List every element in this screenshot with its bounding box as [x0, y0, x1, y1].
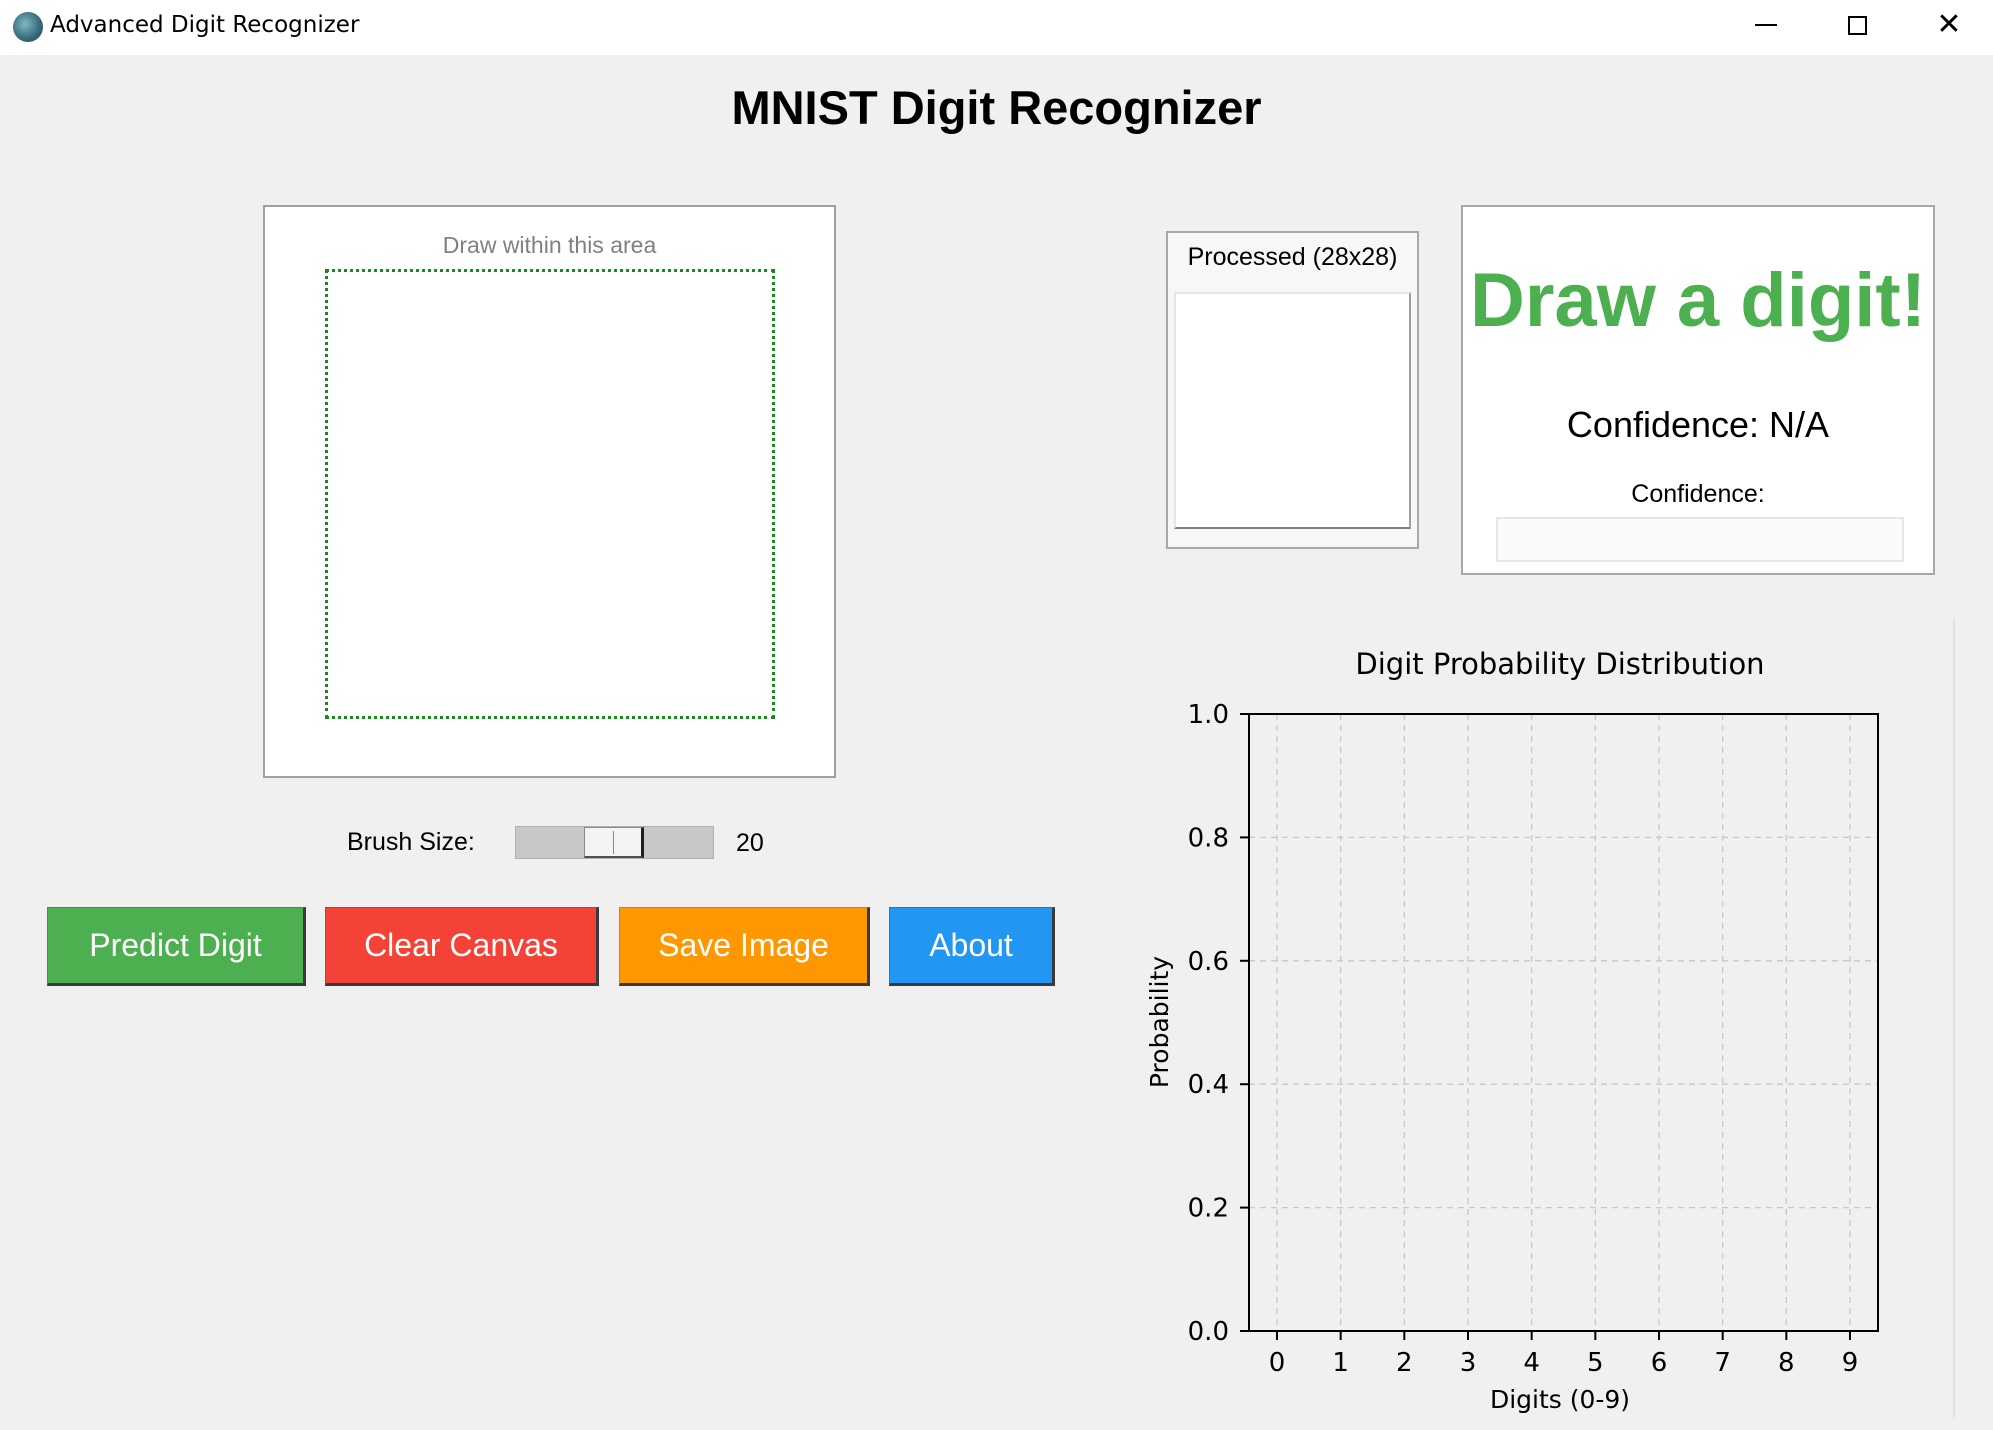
prediction-text: Draw a digit! [1469, 258, 1927, 343]
brush-size-label: Brush Size: [347, 828, 475, 856]
about-button[interactable]: About [889, 907, 1055, 986]
x-tick-label: 1 [1332, 1348, 1349, 1378]
x-tick-label: 9 [1842, 1348, 1859, 1378]
page-title: MNIST Digit Recognizer [731, 81, 1262, 134]
x-tick-label: 6 [1651, 1348, 1668, 1378]
processed-preview-panel: Processed (28x28) [1166, 231, 1419, 549]
draw-area-guide[interactable] [325, 269, 775, 719]
slider-thumb[interactable] [584, 827, 644, 858]
processed-image [1174, 292, 1411, 529]
y-tick-label: 0.8 [1188, 823, 1229, 853]
x-tick-label: 8 [1778, 1348, 1795, 1378]
confidence-progress-bar [1496, 517, 1904, 562]
chart-title: Digit Probability Distribution [1355, 647, 1764, 681]
processed-label: Processed (28x28) [1187, 243, 1398, 271]
maximize-icon [1847, 15, 1867, 35]
confidence-label: Confidence: [1631, 480, 1765, 508]
x-tick-label: 2 [1396, 1348, 1413, 1378]
canvas-surface[interactable]: Draw within this area [273, 215, 826, 768]
x-tick-label: 7 [1714, 1348, 1731, 1378]
chart-grid [1249, 713, 1878, 1332]
x-axis-label: Digits (0-9) [1490, 1385, 1630, 1414]
x-tick-label: 4 [1523, 1348, 1540, 1378]
confidence-text: Confidence: N/A [1566, 404, 1830, 445]
y-tick-label: 0.0 [1188, 1317, 1229, 1347]
x-tick-label: 5 [1587, 1348, 1604, 1378]
y-tick-label: 0.2 [1188, 1194, 1229, 1224]
plot-frame [1248, 713, 1879, 1332]
close-button[interactable]: ✕ [1903, 0, 1993, 50]
x-tick-label: 0 [1269, 1348, 1286, 1378]
y-tick-label: 0.4 [1188, 1070, 1229, 1100]
app-icon [13, 12, 43, 42]
y-tick-label: 1.0 [1188, 700, 1229, 730]
brush-size-value: 20 [736, 829, 764, 857]
x-axis: 0 1 2 3 4 5 6 7 8 9 [1269, 1331, 1859, 1378]
minimize-icon [1755, 24, 1777, 26]
window-title: Advanced Digit Recognizer [50, 12, 360, 38]
close-icon: ✕ [1936, 7, 1962, 42]
save-image-button[interactable]: Save Image [619, 907, 870, 986]
chart-divider [1953, 618, 1955, 1418]
minimize-button[interactable] [1720, 0, 1812, 50]
canvas-hint: Draw within this area [442, 232, 657, 258]
y-tick-label: 0.6 [1188, 947, 1229, 977]
brush-size-slider[interactable] [515, 826, 714, 859]
clear-canvas-button[interactable]: Clear Canvas [325, 907, 599, 986]
title-bar: Advanced Digit Recognizer ✕ [0, 0, 1993, 55]
y-axis: 0.0 0.2 0.4 0.6 0.8 1.0 [1188, 700, 1249, 1347]
predict-digit-button[interactable]: Predict Digit [47, 907, 306, 986]
y-axis-label: Probability [1145, 956, 1174, 1088]
x-tick-label: 3 [1460, 1348, 1477, 1378]
drawing-canvas[interactable]: Draw within this area [263, 205, 836, 778]
chart-svg: Digit Probability Distribution 0.0 0.2 0.4… [1145, 647, 1879, 1414]
maximize-button[interactable] [1811, 0, 1903, 50]
probability-chart: Digit Probability Distribution 0.0 0.2 0.4… [1135, 618, 1955, 1418]
result-panel: Draw a digit! Confidence: N/A Confidence… [1461, 205, 1935, 575]
